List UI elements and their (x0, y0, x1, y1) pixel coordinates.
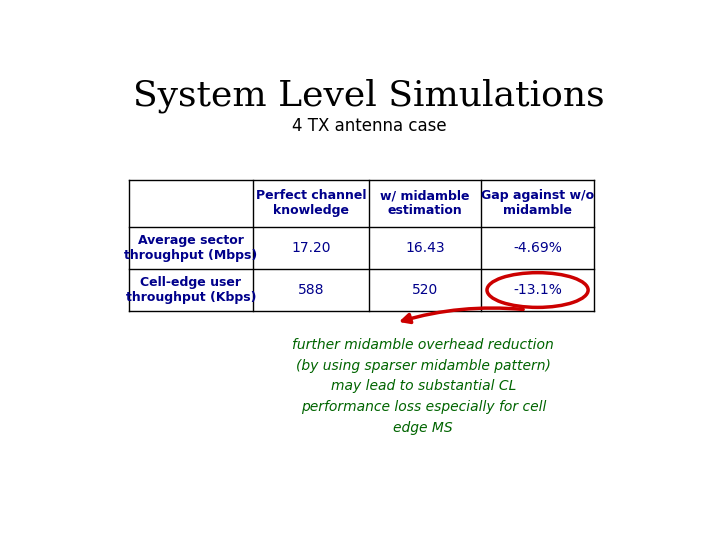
Text: Average sector
throughput (Mbps): Average sector throughput (Mbps) (124, 234, 257, 262)
Text: Perfect channel
knowledge: Perfect channel knowledge (256, 190, 366, 218)
Text: w/ midamble
estimation: w/ midamble estimation (380, 190, 470, 218)
Text: Cell-edge user
throughput (Kbps): Cell-edge user throughput (Kbps) (125, 276, 256, 304)
Text: -4.69%: -4.69% (513, 241, 562, 255)
Text: 17.20: 17.20 (291, 241, 330, 255)
Text: -13.1%: -13.1% (513, 283, 562, 297)
Text: Gap against w/o
midamble: Gap against w/o midamble (481, 190, 594, 218)
Text: 4 TX antenna case: 4 TX antenna case (292, 117, 446, 136)
Text: 588: 588 (297, 283, 324, 297)
Text: System Level Simulations: System Level Simulations (133, 78, 605, 113)
Text: 16.43: 16.43 (405, 241, 445, 255)
Text: 520: 520 (412, 283, 438, 297)
Text: further midamble overhead reduction
(by using sparser midamble pattern)
may lead: further midamble overhead reduction (by … (292, 338, 554, 435)
